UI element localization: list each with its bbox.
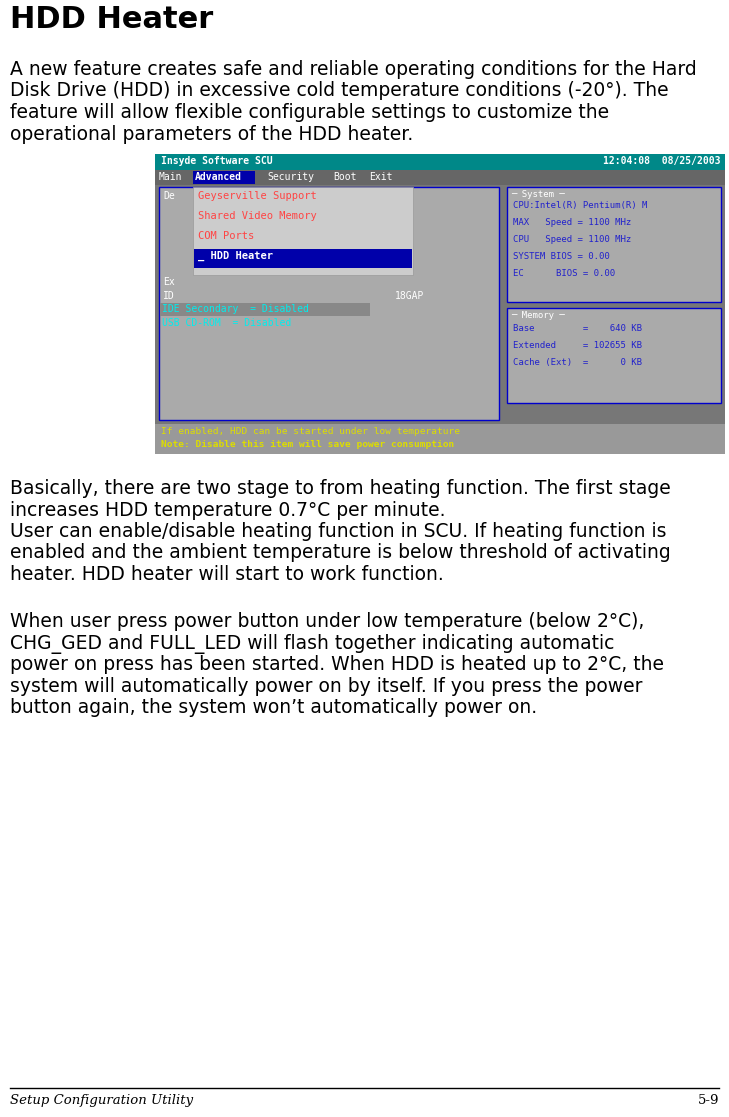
Text: power on press has been started. When HDD is heated up to 2°C, the: power on press has been started. When HD…	[10, 656, 664, 675]
Text: Disk Drive (HDD) in excessive cold temperature conditions (-20°). The: Disk Drive (HDD) in excessive cold tempe…	[10, 82, 668, 101]
Text: _ HDD Heater: _ HDD Heater	[198, 251, 273, 261]
Text: Exit: Exit	[369, 172, 392, 182]
Bar	[507, 308, 721, 403]
Text: When user press power button under low temperature (below 2°C),: When user press power button under low t…	[10, 612, 644, 631]
Text: Insyde Software SCU: Insyde Software SCU	[161, 156, 273, 166]
Bar	[193, 171, 254, 184]
Text: 18GAP: 18GAP	[395, 292, 424, 300]
Text: Security: Security	[267, 172, 314, 182]
Text: Ex: Ex	[163, 277, 175, 287]
Text: heater. HDD heater will start to work function.: heater. HDD heater will start to work fu…	[10, 565, 444, 584]
Text: Basically, there are two stage to from heating function. The first stage: Basically, there are two stage to from h…	[10, 479, 671, 498]
Text: Main: Main	[159, 172, 182, 182]
Bar	[194, 249, 412, 268]
Text: system will automatically power on by itself. If you press the power: system will automatically power on by it…	[10, 677, 642, 696]
Text: Setup Configuration Utility: Setup Configuration Utility	[10, 1094, 193, 1107]
Bar	[507, 187, 721, 302]
Text: button again, the system won’t automatically power on.: button again, the system won’t automatic…	[10, 698, 537, 717]
Bar	[155, 154, 725, 454]
Bar	[155, 154, 725, 170]
Text: De: De	[163, 191, 175, 201]
Text: HDD Heater: HDD Heater	[10, 4, 214, 34]
Bar	[193, 187, 413, 275]
Text: Geyserville Support: Geyserville Support	[198, 191, 316, 201]
Text: Advanced: Advanced	[195, 172, 242, 182]
Text: Cache (Ext)  =      0 KB: Cache (Ext) = 0 KB	[513, 359, 642, 367]
Text: COM Ports: COM Ports	[198, 231, 254, 241]
Text: 12:04:08  08/25/2003: 12:04:08 08/25/2003	[604, 156, 721, 166]
Text: enabled and the ambient temperature is below threshold of activating: enabled and the ambient temperature is b…	[10, 544, 671, 563]
Text: CPU:Intel(R) Pentium(R) M: CPU:Intel(R) Pentium(R) M	[513, 201, 647, 210]
Text: IDE Secondary  = Disabled: IDE Secondary = Disabled	[162, 304, 309, 314]
Text: operational parameters of the HDD heater.: operational parameters of the HDD heater…	[10, 124, 413, 143]
Text: ─ System ─: ─ System ─	[511, 190, 565, 199]
Bar	[160, 303, 370, 316]
Text: User can enable/disable heating function in SCU. If heating function is: User can enable/disable heating function…	[10, 522, 666, 541]
Text: Extended     = 102655 KB: Extended = 102655 KB	[513, 341, 642, 350]
Text: A new feature creates safe and reliable operating conditions for the Hard: A new feature creates safe and reliable …	[10, 60, 697, 79]
Text: EC      BIOS = 0.00: EC BIOS = 0.00	[513, 269, 615, 278]
Text: increases HDD temperature 0.7°C per minute.: increases HDD temperature 0.7°C per minu…	[10, 500, 445, 519]
Text: 5-9: 5-9	[698, 1094, 719, 1107]
Text: If enabled, HDD can be started under low temperature: If enabled, HDD can be started under low…	[161, 427, 460, 436]
Text: Boot: Boot	[333, 172, 356, 182]
Text: USB CD-ROM  = Disabled: USB CD-ROM = Disabled	[162, 318, 292, 328]
Text: feature will allow flexible configurable settings to customize the: feature will allow flexible configurable…	[10, 103, 609, 122]
Text: ID: ID	[163, 292, 175, 300]
Text: Base         =    640 KB: Base = 640 KB	[513, 324, 642, 333]
Text: CPU   Speed = 1100 MHz: CPU Speed = 1100 MHz	[513, 235, 631, 244]
Text: SYSTEM BIOS = 0.00: SYSTEM BIOS = 0.00	[513, 252, 609, 261]
Text: MAX   Speed = 1100 MHz: MAX Speed = 1100 MHz	[513, 218, 631, 227]
Text: Shared Video Memory: Shared Video Memory	[198, 211, 316, 221]
Bar	[159, 187, 499, 420]
Text: CHG_GED and FULL_LED will flash together indicating automatic: CHG_GED and FULL_LED will flash together…	[10, 633, 615, 653]
Text: Note: Disable this item will save power consumption: Note: Disable this item will save power …	[161, 440, 454, 449]
Bar	[155, 170, 725, 185]
Text: ─ Memory ─: ─ Memory ─	[511, 311, 565, 319]
Bar	[155, 424, 725, 454]
